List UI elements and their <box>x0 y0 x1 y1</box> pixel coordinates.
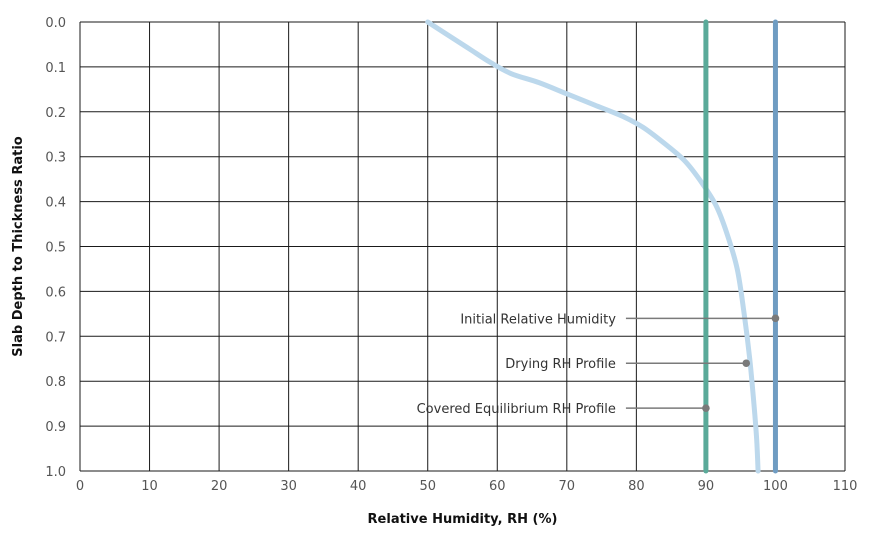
y-tick-label: 0.3 <box>45 151 66 166</box>
x-tick-label: 20 <box>211 479 228 494</box>
x-tick-label: 80 <box>628 479 645 494</box>
y-tick-label: 0.1 <box>45 61 66 76</box>
x-tick-label: 10 <box>141 479 158 494</box>
y-tick-label: 0.2 <box>45 106 66 121</box>
y-tick-label: 0.4 <box>45 196 66 211</box>
x-tick-label: 30 <box>280 479 297 494</box>
y-axis-title: Slab Depth to Thickness Ratio <box>11 136 26 356</box>
x-tick-label: 0 <box>76 479 84 494</box>
y-tick-label: 0.0 <box>45 16 66 31</box>
annotation-dot <box>702 404 710 412</box>
x-tick-label: 50 <box>419 479 436 494</box>
y-tick-label: 0.5 <box>45 241 66 256</box>
x-tick-label: 60 <box>489 479 506 494</box>
y-tick-label: 0.8 <box>45 375 66 390</box>
series-line-drying <box>425 19 761 474</box>
plot-series <box>425 19 778 474</box>
annotation-dot <box>742 359 751 368</box>
y-tick-label: 1.0 <box>45 465 66 480</box>
annotation-label: Initial Relative Humidity <box>460 312 616 327</box>
x-tick-label: 110 <box>833 479 858 494</box>
annotation-dot <box>771 314 780 323</box>
x-axis-title: Relative Humidity, RH (%) <box>368 512 558 527</box>
y-tick-label: 0.6 <box>45 285 66 300</box>
annotation-label: Drying RH Profile <box>505 357 616 372</box>
y-tick-label: 0.7 <box>45 330 66 345</box>
y-tick-label: 0.9 <box>45 420 66 435</box>
x-tick-label: 90 <box>698 479 715 494</box>
tick-labels: 0 10 20 30 40 50 60 70 80 90 100 110 0.0 0.1 0.2 0.3 0.4… <box>45 16 857 494</box>
annotation-label: Covered Equilibrium RH Profile <box>417 402 616 417</box>
x-tick-label: 40 <box>350 479 367 494</box>
x-tick-label: 100 <box>763 479 788 494</box>
x-tick-label: 70 <box>559 479 576 494</box>
annotations: Initial Relative Humidity Drying RH Profi… <box>417 312 780 417</box>
